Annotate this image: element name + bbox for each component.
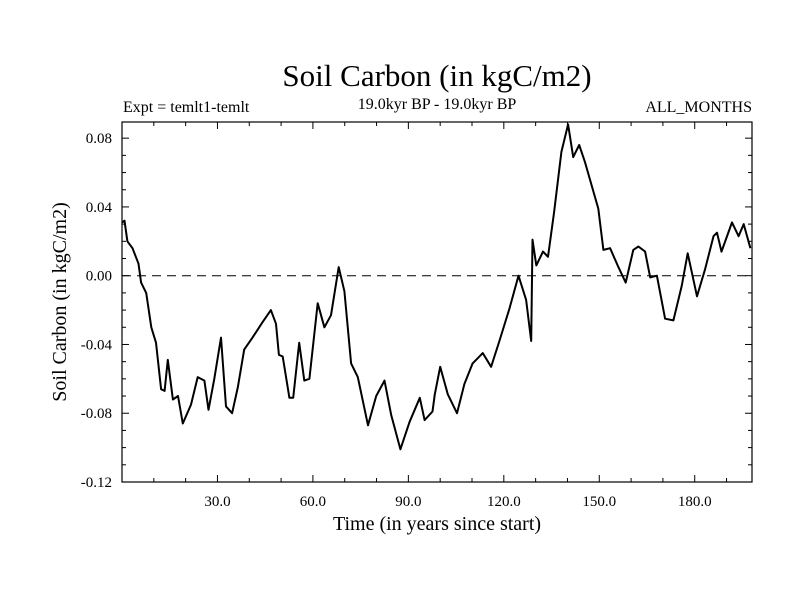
experiment-annotation: Expt = temlt1-temlt	[123, 99, 250, 116]
x-tick-label: 90.0	[395, 494, 421, 510]
x-tick-label: 180.0	[678, 494, 712, 510]
chart-subtitle: 19.0kyr BP - 19.0kyr BP	[358, 96, 517, 113]
x-tick-label: 120.0	[487, 494, 521, 510]
y-tick-label: 0.08	[86, 131, 112, 147]
y-tick-label: -0.08	[81, 406, 112, 422]
x-tick-label: 30.0	[204, 494, 230, 510]
series-line-soil-carbon	[121, 123, 752, 451]
x-tick-label: 150.0	[582, 494, 616, 510]
axis-ticks	[122, 122, 752, 483]
months-annotation: ALL_MONTHS	[645, 99, 752, 116]
tick-labels: 30.0 60.0 90.0 120.0 150.0 180.0 0.08 0.04 0.00 -…	[81, 131, 712, 510]
y-tick-label: 0.00	[86, 269, 112, 285]
y-tick-label: -0.04	[81, 337, 113, 353]
y-tick-label: 0.04	[86, 200, 113, 216]
y-axis-label: Soil Carbon (in kgC/m2)	[49, 202, 71, 401]
x-axis-label: Time (in years since start)	[333, 513, 541, 535]
chart-title: Soil Carbon (in kgC/m2)	[282, 58, 591, 93]
x-tick-label: 60.0	[300, 494, 326, 510]
plot-frame	[121, 121, 753, 483]
y-tick-label: -0.12	[81, 475, 112, 491]
